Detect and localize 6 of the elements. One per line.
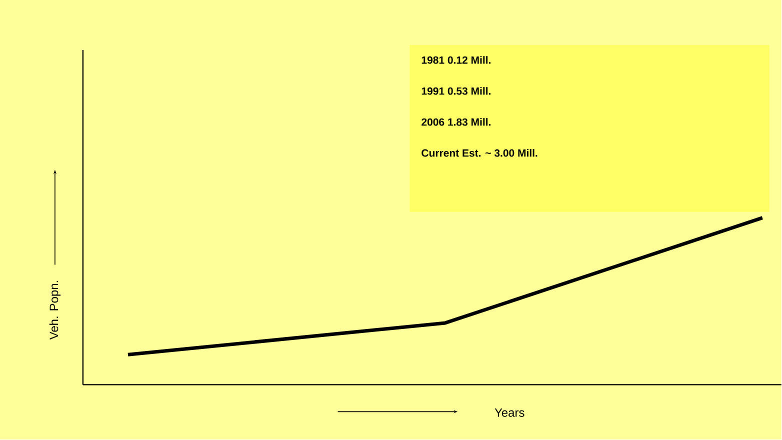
text: 1981 0.12 Mill. [422,56,490,64]
y-axis-title: Veh. Popn. [49,281,61,340]
text: 1991 0.53 Mill. [422,87,490,95]
x-axis-title: Years [494,408,524,418]
text: Current Est. ~ 3.00 Mill. [422,149,538,157]
text: 2006 1.83 Mill. [422,118,490,126]
